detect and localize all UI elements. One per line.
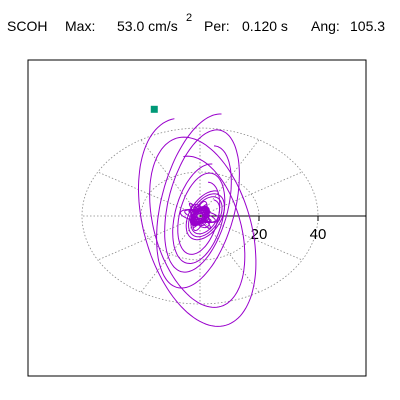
max-value: 53.0 cm/s [117,18,178,34]
radial-tick-label: 40 [310,226,327,243]
trace-core-loop [184,209,216,223]
grid-spoke [199,171,303,217]
trace-core-loop [193,213,207,219]
angle-label: Ang: [311,18,340,34]
trace-core-loop [192,201,208,231]
period-label: Per: [204,18,230,34]
radial-axis: 20 40 [200,215,366,243]
plot-frame [27,59,367,377]
max-exponent: 2 [186,12,193,24]
trace-group [138,113,257,327]
radial-tick-label: 20 [251,226,268,243]
trace-core-loop [188,209,212,223]
grid-spoke [97,215,201,261]
trace-core-loop [179,208,221,224]
trace-core-loop [190,203,210,229]
period-value: 0.120 s [242,18,288,34]
trace-loop [172,163,226,265]
max-label: Max: [65,18,96,34]
trace-loop [156,113,240,289]
station-name: SCOH [7,18,48,34]
trace-start-marker [150,105,158,113]
angle-value: 105.3 [350,18,386,34]
marker-group [150,105,158,113]
trace-loop [138,118,257,327]
chart-header: SCOH Max: 53.0 cm/s 2 Per: 0.120 s Ang: … [7,12,397,38]
grid-spoke [97,171,201,217]
trace-loop [185,190,225,241]
